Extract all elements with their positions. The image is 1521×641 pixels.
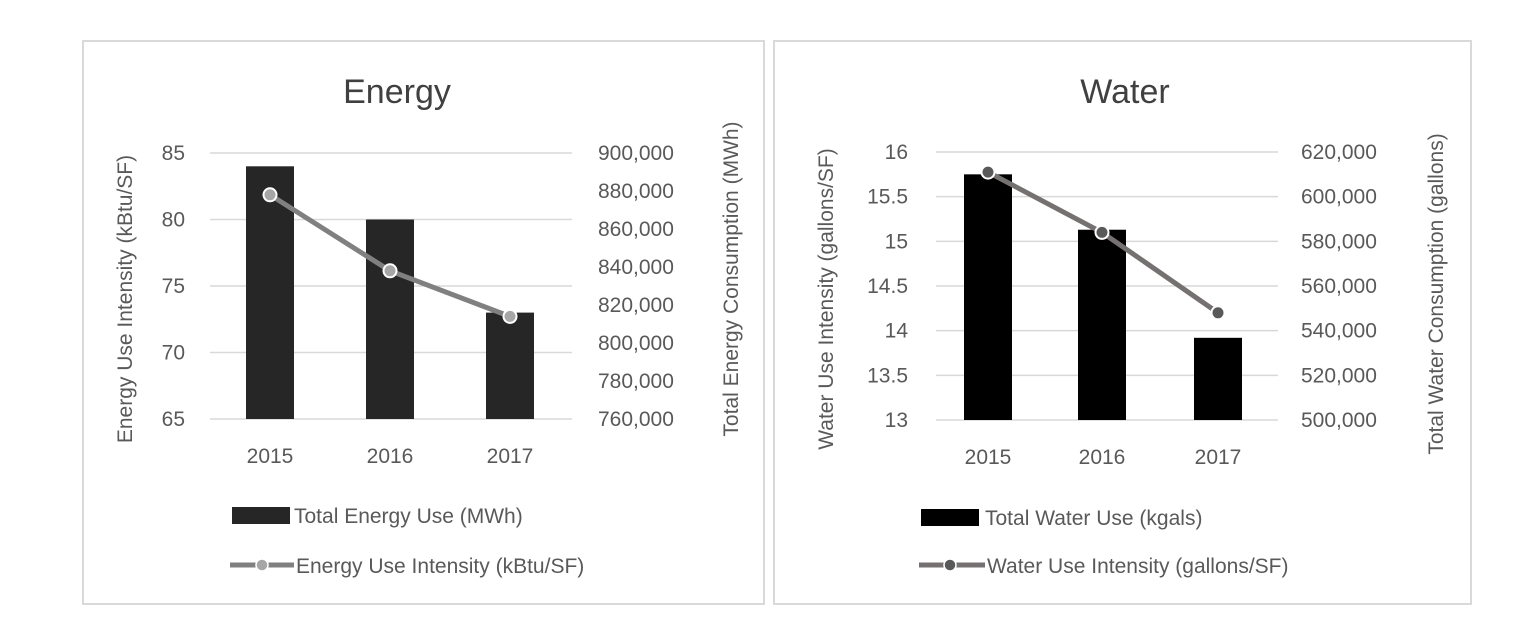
legend-bar-swatch bbox=[232, 507, 290, 524]
y-tick-label: 13 bbox=[885, 409, 908, 432]
line-point bbox=[502, 308, 518, 324]
y-axis-label: Water Use Intensity (gallons/SF) bbox=[815, 148, 838, 450]
y2-tick-label: 620,000 bbox=[1301, 141, 1377, 164]
x-tick-label: 2017 bbox=[1195, 446, 1242, 469]
bar-series bbox=[964, 174, 1242, 420]
y-tick-label: 70 bbox=[162, 342, 185, 365]
line-point bbox=[1094, 224, 1110, 240]
x-tick-label: 2015 bbox=[965, 446, 1012, 469]
y2-tick-label: 500,000 bbox=[1301, 409, 1377, 432]
legend-bar-label: Total Energy Use (MWh) bbox=[294, 505, 523, 528]
x-axis-ticks: 2015 2016 2017 bbox=[247, 445, 534, 468]
line-point bbox=[382, 263, 398, 279]
energy-chart-panel: Energy 65 70 75 80 85 760,000 780,000 800,000 8… bbox=[82, 40, 765, 605]
x-tick-label: 2015 bbox=[247, 445, 294, 468]
y2-tick-label: 580,000 bbox=[1301, 230, 1377, 253]
y2-axis-label: Total Energy Consumption (MWh) bbox=[720, 121, 743, 436]
y2-tick-label: 880,000 bbox=[598, 180, 674, 203]
left-axis-ticks: 65 70 75 80 85 bbox=[162, 142, 185, 431]
legend-line-label: Water Use Intensity (gallons/SF) bbox=[987, 555, 1289, 578]
x-tick-label: 2017 bbox=[487, 445, 534, 468]
line-point bbox=[1210, 305, 1226, 321]
chart-title: Energy bbox=[343, 73, 451, 111]
y2-tick-label: 900,000 bbox=[598, 142, 674, 165]
x-tick-label: 2016 bbox=[1079, 446, 1126, 469]
bar bbox=[246, 166, 294, 419]
line-point bbox=[262, 187, 278, 203]
y-tick-label: 13.5 bbox=[867, 364, 908, 387]
y-tick-label: 65 bbox=[162, 408, 185, 431]
y-tick-label: 15 bbox=[885, 230, 908, 253]
y-tick-label: 16 bbox=[885, 141, 908, 164]
legend: Total Water Use (kgals) Water Use Intens… bbox=[919, 507, 1289, 578]
right-axis-ticks: 500,000 520,000 540,000 560,000 580,000 600,0… bbox=[1301, 141, 1377, 432]
water-chart: Water 13 13.5 14 14.5 15 15.5 16 500,000 520,00… bbox=[815, 73, 1448, 578]
y2-tick-label: 860,000 bbox=[598, 218, 674, 241]
y2-tick-label: 540,000 bbox=[1301, 320, 1377, 343]
line-series bbox=[980, 164, 1226, 321]
y2-tick-label: 780,000 bbox=[598, 370, 674, 393]
y2-tick-label: 760,000 bbox=[598, 408, 674, 431]
y2-tick-label: 820,000 bbox=[598, 294, 674, 317]
y-axis-label: Energy Use Intensity (kBtu/SF) bbox=[114, 155, 137, 443]
y2-axis-label: Total Water Consumption (gallons) bbox=[1425, 133, 1448, 454]
y2-tick-label: 600,000 bbox=[1301, 186, 1377, 209]
line-series bbox=[262, 187, 518, 324]
bar bbox=[486, 312, 534, 419]
y2-tick-label: 520,000 bbox=[1301, 364, 1377, 387]
y-tick-label: 85 bbox=[162, 142, 185, 165]
chart-title: Water bbox=[1080, 73, 1169, 111]
x-axis-ticks: 2015 2016 2017 bbox=[965, 446, 1242, 469]
line-point bbox=[980, 164, 996, 180]
legend-line-marker bbox=[255, 558, 269, 572]
legend: Total Energy Use (MWh) Energy Use Intens… bbox=[230, 505, 584, 578]
y-tick-label: 75 bbox=[162, 275, 185, 298]
water-chart-panel: Water 13 13.5 14 14.5 15 15.5 16 500,000 520,00… bbox=[773, 40, 1472, 605]
legend-line-marker bbox=[943, 558, 957, 572]
x-tick-label: 2016 bbox=[367, 445, 414, 468]
right-axis-ticks: 760,000 780,000 800,000 820,000 840,000 860,0… bbox=[598, 142, 674, 431]
legend-bar-swatch bbox=[921, 509, 979, 526]
left-axis-ticks: 13 13.5 14 14.5 15 15.5 16 bbox=[867, 141, 908, 432]
y-tick-label: 14.5 bbox=[867, 275, 908, 298]
bar bbox=[1194, 337, 1242, 420]
legend-line-label: Energy Use Intensity (kBtu/SF) bbox=[296, 555, 584, 578]
y2-tick-label: 840,000 bbox=[598, 256, 674, 279]
bar bbox=[1078, 229, 1126, 420]
energy-chart: Energy 65 70 75 80 85 760,000 780,000 800,000 8… bbox=[114, 73, 743, 578]
bar bbox=[366, 219, 414, 419]
y2-tick-label: 800,000 bbox=[598, 332, 674, 355]
y-tick-label: 15.5 bbox=[867, 186, 908, 209]
bar bbox=[964, 174, 1012, 420]
y-tick-label: 80 bbox=[162, 209, 185, 232]
y-tick-label: 14 bbox=[885, 320, 909, 343]
legend-bar-label: Total Water Use (kgals) bbox=[985, 507, 1202, 530]
y2-tick-label: 560,000 bbox=[1301, 275, 1377, 298]
bar-series bbox=[246, 166, 534, 419]
